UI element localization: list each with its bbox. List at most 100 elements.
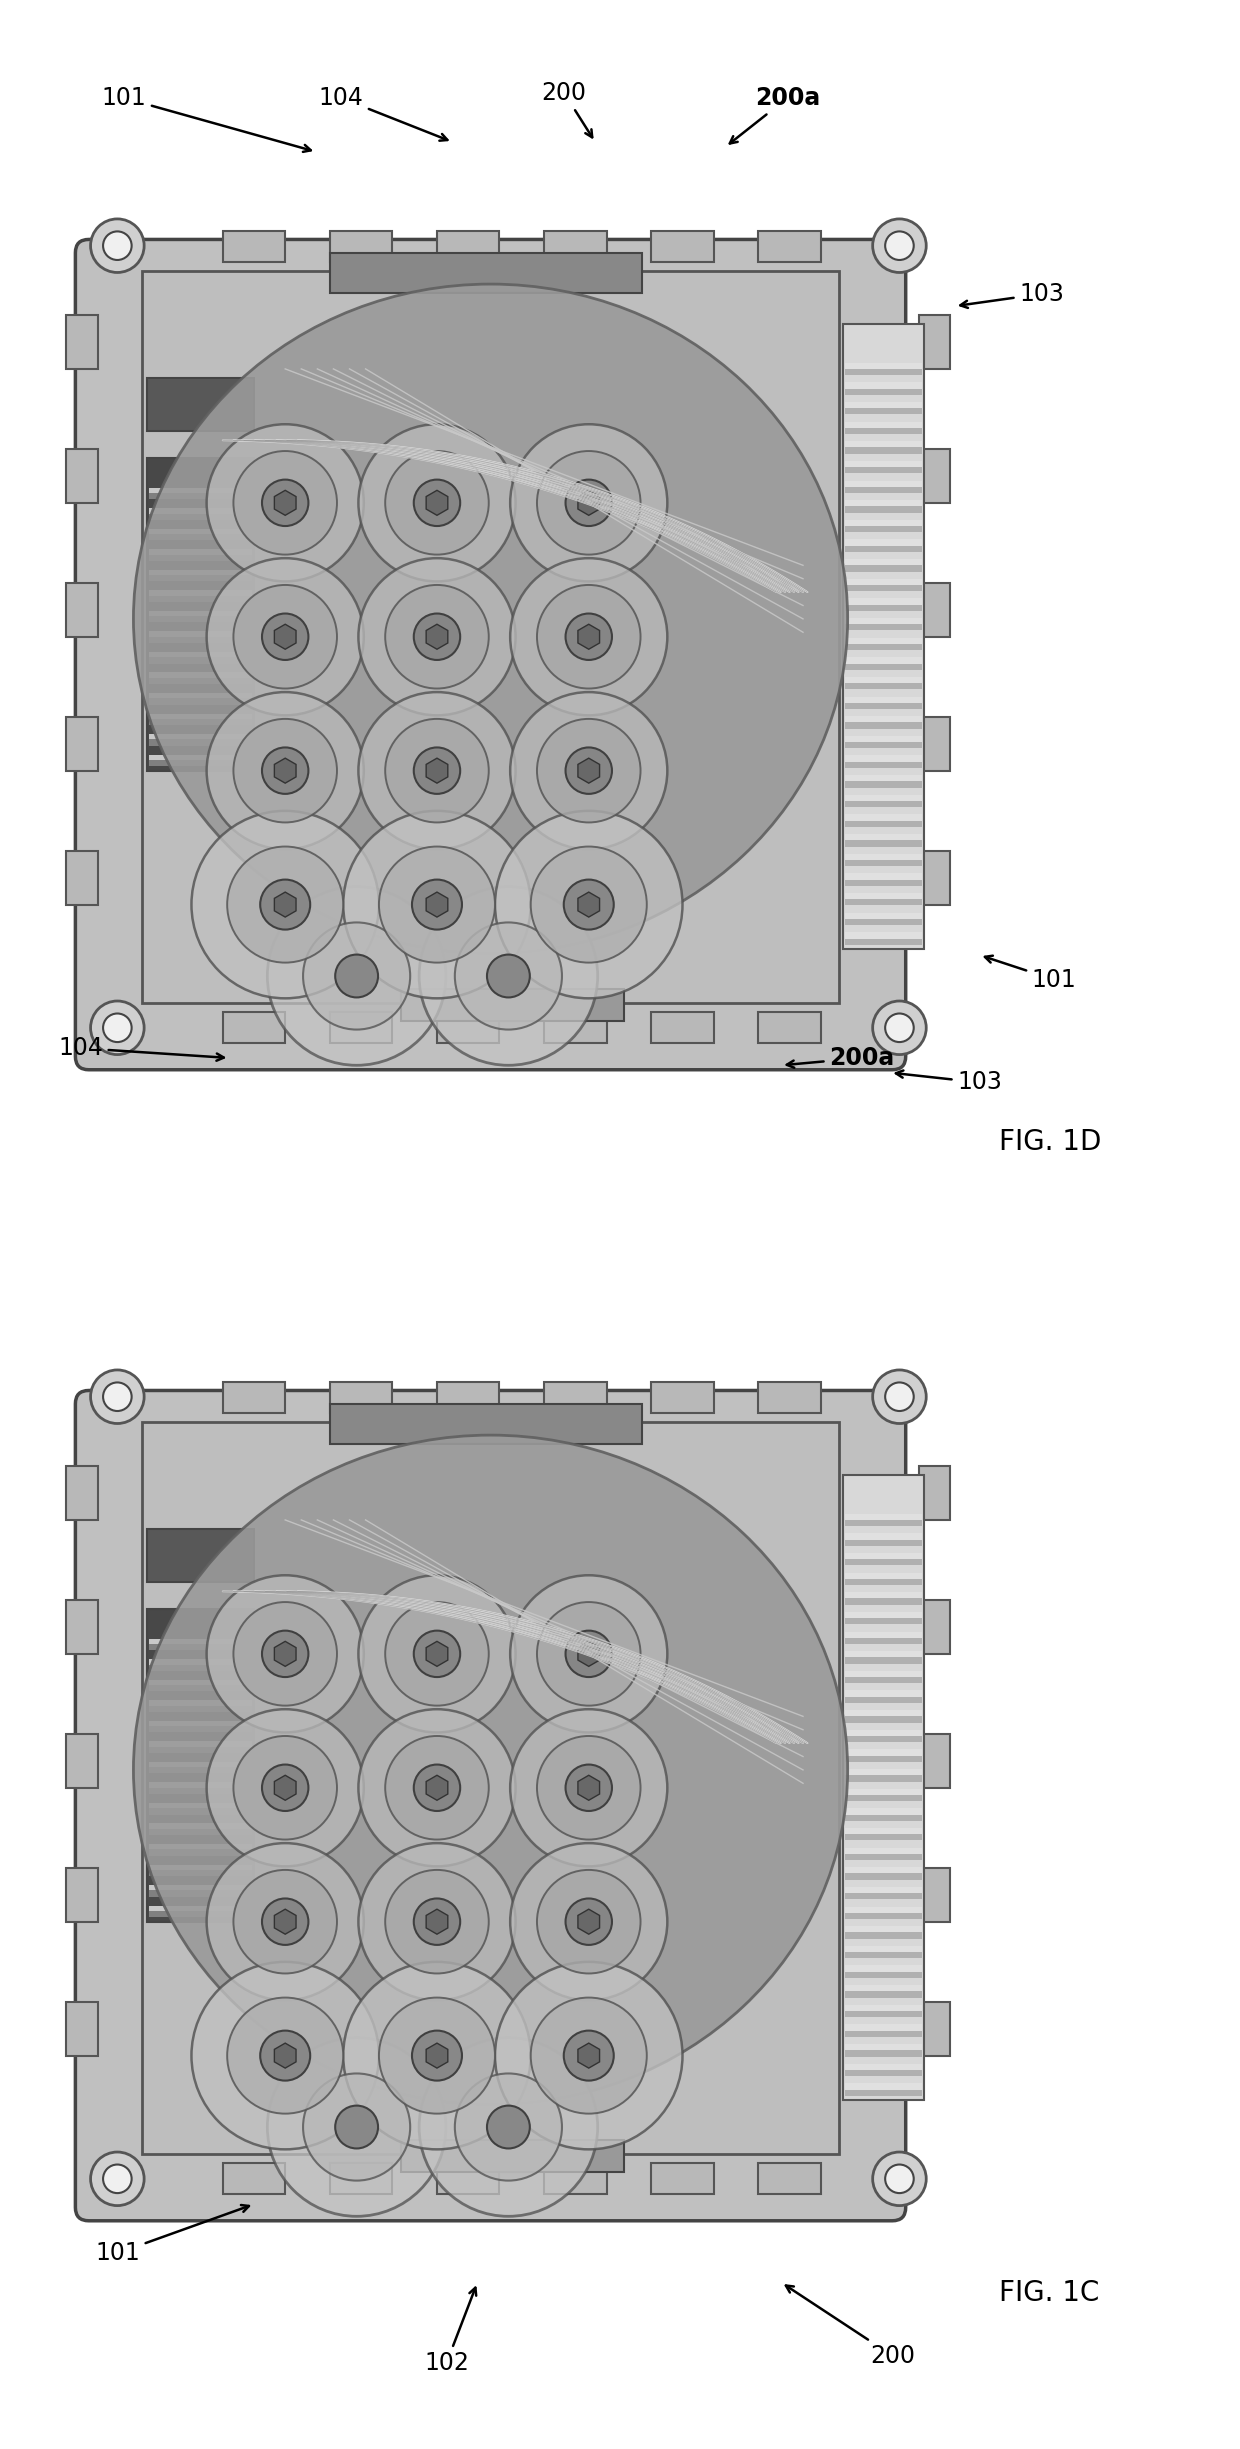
FancyBboxPatch shape (76, 1391, 905, 2221)
Polygon shape (578, 624, 600, 649)
Bar (844, 1927, 921, 1932)
Bar (844, 578, 921, 585)
FancyBboxPatch shape (76, 240, 905, 1070)
Bar (919, 850, 950, 904)
Bar (844, 1788, 921, 1795)
Polygon shape (274, 624, 296, 649)
Bar (67, 1869, 98, 1922)
Circle shape (260, 2030, 310, 2082)
Bar (844, 463, 921, 473)
Circle shape (885, 230, 914, 260)
Bar (844, 1771, 921, 1780)
Circle shape (233, 451, 337, 553)
Text: 101: 101 (102, 86, 311, 152)
Bar (844, 656, 921, 664)
Bar (919, 2001, 950, 2055)
Bar (651, 1011, 714, 1043)
Bar (67, 1599, 98, 1653)
Circle shape (414, 615, 460, 659)
Circle shape (495, 811, 682, 999)
Text: 104: 104 (58, 1036, 224, 1060)
Polygon shape (427, 891, 448, 916)
Circle shape (262, 1766, 309, 1810)
Polygon shape (274, 1641, 296, 1665)
Bar (844, 2025, 921, 2030)
Bar (149, 754, 252, 759)
Circle shape (262, 747, 309, 793)
Circle shape (191, 1962, 379, 2150)
Text: 101: 101 (985, 955, 1076, 992)
Bar (844, 1927, 921, 1940)
Circle shape (565, 615, 613, 659)
Text: FIG. 1D: FIG. 1D (999, 1129, 1102, 1156)
Bar (844, 424, 921, 433)
Bar (844, 620, 921, 629)
Polygon shape (274, 2042, 296, 2067)
Circle shape (414, 1898, 460, 1945)
Bar (149, 1905, 252, 1910)
Polygon shape (578, 1910, 600, 1935)
Circle shape (537, 1736, 641, 1839)
Bar (149, 713, 252, 725)
Circle shape (531, 1998, 647, 2113)
Bar (146, 1609, 254, 1922)
Bar (844, 519, 921, 527)
Bar (67, 448, 98, 502)
Bar (843, 323, 924, 950)
Bar (844, 2045, 921, 2057)
Bar (149, 1783, 252, 1795)
Bar (844, 600, 921, 610)
Bar (844, 1592, 921, 1599)
Bar (149, 651, 252, 656)
Bar (843, 1474, 924, 2101)
Circle shape (103, 2165, 131, 2194)
Circle shape (419, 887, 598, 1065)
Bar (844, 421, 921, 429)
Circle shape (386, 585, 489, 688)
Bar (844, 1790, 921, 1800)
Bar (844, 1886, 921, 1893)
Circle shape (565, 1631, 613, 1678)
Bar (544, 2162, 606, 2194)
Bar (330, 1403, 642, 1445)
Bar (919, 316, 950, 370)
Bar (844, 2025, 921, 2038)
Circle shape (531, 847, 647, 962)
Bar (149, 632, 252, 637)
Bar (149, 713, 252, 720)
Bar (146, 1528, 254, 1582)
Circle shape (358, 1709, 516, 1866)
Circle shape (386, 720, 489, 823)
Circle shape (379, 847, 495, 962)
Circle shape (487, 955, 529, 997)
Bar (844, 2084, 921, 2096)
Bar (844, 1653, 921, 1663)
Bar (844, 1810, 921, 1820)
Bar (844, 1575, 921, 1585)
Bar (844, 855, 921, 867)
Polygon shape (274, 891, 296, 916)
Bar (844, 1533, 921, 1545)
Bar (844, 1712, 921, 1722)
Bar (149, 571, 252, 580)
Bar (844, 1572, 921, 1580)
Bar (844, 617, 921, 624)
Bar (436, 1381, 500, 1413)
Circle shape (537, 720, 641, 823)
Circle shape (268, 887, 446, 1065)
Polygon shape (274, 490, 296, 514)
Circle shape (335, 2106, 378, 2148)
Bar (651, 1381, 714, 1413)
Bar (149, 509, 252, 519)
Polygon shape (578, 891, 600, 916)
Circle shape (303, 2074, 410, 2180)
Bar (149, 549, 252, 561)
Bar (844, 1905, 921, 1913)
Bar (149, 1886, 252, 1896)
Text: 104: 104 (319, 86, 448, 140)
Bar (919, 1734, 950, 1788)
Bar (844, 561, 921, 571)
Bar (844, 1967, 921, 1979)
Ellipse shape (134, 1435, 848, 2104)
Bar (844, 1947, 921, 1959)
